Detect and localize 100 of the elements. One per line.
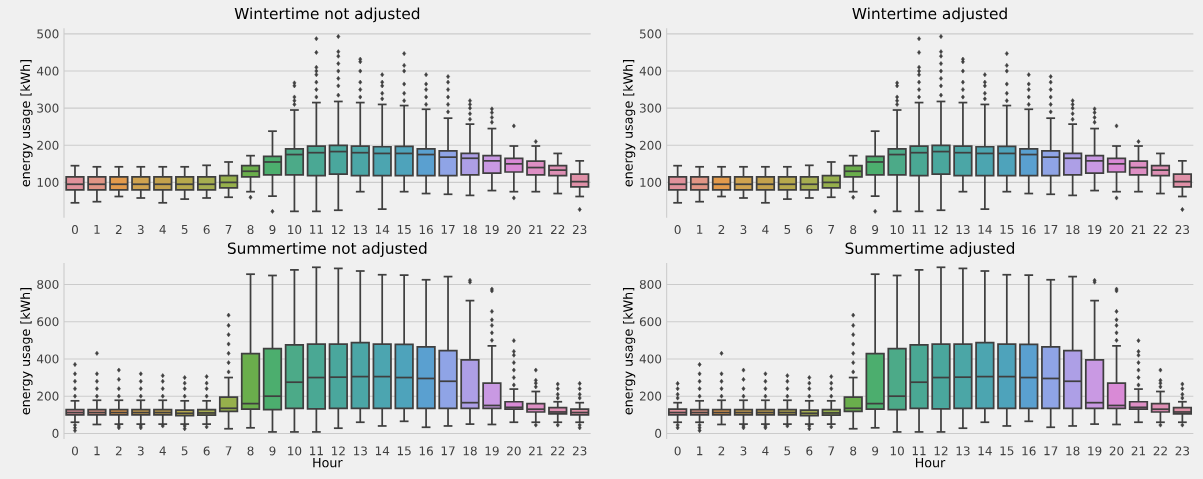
x-tick-label: 2 bbox=[115, 225, 122, 234]
x-tick-label: 19 bbox=[1088, 225, 1102, 235]
x-tick-label: 18 bbox=[463, 225, 477, 235]
y-tick-label: 500 bbox=[37, 29, 59, 39]
chart-title: Summertime not adjusted bbox=[227, 242, 427, 257]
y-axis-title: energy usage [kWh] bbox=[622, 60, 636, 187]
x-tick-label: 15 bbox=[1000, 446, 1014, 456]
x-tick-label: 5 bbox=[784, 225, 791, 234]
x-tick-label: 18 bbox=[463, 446, 477, 456]
x-tick-label: 20 bbox=[507, 225, 521, 235]
x-tick-label: 11 bbox=[912, 225, 926, 234]
y-tick-label: 200 bbox=[639, 391, 662, 401]
y-tick-label: 800 bbox=[639, 279, 662, 289]
x-tick-label: 13 bbox=[353, 225, 367, 235]
x-tick-label: 1 bbox=[94, 446, 100, 456]
chart-title: Wintertime adjusted bbox=[852, 7, 1007, 23]
x-tick-label: 14 bbox=[375, 446, 390, 456]
x-tick-label: 1 bbox=[697, 225, 703, 234]
x-tick-label: 23 bbox=[1175, 225, 1190, 235]
x-tick-label: 16 bbox=[1022, 446, 1036, 456]
y-axis-title: energy usage [kWh] bbox=[622, 288, 636, 415]
x-tick-label: 6 bbox=[203, 225, 210, 235]
x-tick-label: 17 bbox=[441, 446, 455, 456]
y-tick-label: 300 bbox=[639, 103, 662, 113]
x-tick-label: 20 bbox=[1109, 446, 1124, 456]
x-tick-label: 16 bbox=[419, 225, 433, 235]
x-tick-label: 7 bbox=[828, 225, 835, 234]
chart-title: Summertime adjusted bbox=[845, 242, 1015, 257]
x-tick-label: 4 bbox=[762, 446, 769, 456]
x-tick-label: 6 bbox=[806, 225, 813, 235]
x-tick-label: 21 bbox=[529, 225, 543, 234]
x-tick-label: 23 bbox=[1175, 446, 1190, 456]
y-axis-title: energy usage [kWh] bbox=[20, 288, 33, 415]
x-tick-label: 11 bbox=[310, 225, 323, 234]
y-tick-label: 100 bbox=[640, 177, 662, 187]
x-tick-label: 15 bbox=[1000, 225, 1014, 234]
x-tick-label: 13 bbox=[956, 225, 970, 235]
x-tick-label: 10 bbox=[890, 225, 904, 235]
x-tick-label: 19 bbox=[485, 225, 499, 235]
x-tick-label: 18 bbox=[1066, 446, 1080, 456]
x-tick-label: 6 bbox=[806, 446, 813, 456]
x-tick-label: 7 bbox=[828, 446, 835, 456]
x-tick-label: 14 bbox=[978, 446, 992, 456]
x-axis-title: Hour bbox=[313, 457, 343, 468]
x-tick-label: 0 bbox=[71, 225, 78, 235]
x-tick-label: 4 bbox=[762, 225, 769, 234]
x-tick-label: 11 bbox=[310, 446, 323, 456]
y-tick-label: 400 bbox=[639, 66, 662, 76]
x-tick-label: 17 bbox=[441, 225, 455, 234]
y-tick-label: 100 bbox=[37, 177, 59, 187]
x-tick-label: 8 bbox=[247, 225, 254, 235]
x-tick-label: 12 bbox=[934, 225, 948, 234]
x-tick-label: 15 bbox=[397, 225, 411, 234]
x-tick-label: 16 bbox=[419, 446, 433, 456]
x-tick-label: 9 bbox=[872, 446, 879, 456]
x-tick-label: 3 bbox=[137, 225, 144, 235]
y-tick-label: 400 bbox=[639, 354, 662, 364]
y-tick-label: 500 bbox=[639, 29, 662, 39]
x-tick-label: 23 bbox=[572, 225, 587, 235]
y-tick-label: 600 bbox=[37, 317, 59, 327]
x-tick-label: 10 bbox=[890, 446, 904, 456]
chart-title: Wintertime not adjusted bbox=[234, 7, 420, 23]
x-tick-label: 15 bbox=[397, 446, 411, 456]
x-tick-label: 4 bbox=[159, 225, 166, 234]
x-tick-label: 2 bbox=[115, 446, 122, 456]
x-tick-label: 21 bbox=[1131, 225, 1145, 234]
y-tick-label: 0 bbox=[52, 428, 59, 438]
x-tick-label: 1 bbox=[697, 446, 703, 456]
x-tick-label: 14 bbox=[375, 225, 390, 234]
x-tick-label: 10 bbox=[288, 446, 302, 456]
x-tick-label: 18 bbox=[1066, 225, 1080, 235]
x-tick-label: 0 bbox=[674, 446, 681, 456]
x-tick-label: 8 bbox=[850, 446, 857, 456]
x-tick-label: 19 bbox=[1088, 446, 1102, 456]
x-tick-label: 22 bbox=[551, 446, 565, 456]
y-tick-label: 600 bbox=[639, 317, 662, 327]
x-tick-label: 9 bbox=[872, 225, 879, 235]
x-tick-label: 12 bbox=[331, 225, 345, 234]
x-tick-label: 0 bbox=[674, 225, 681, 235]
x-tick-label: 21 bbox=[1131, 446, 1145, 456]
x-tick-label: 3 bbox=[137, 446, 144, 456]
y-axis-title: energy usage [kWh] bbox=[20, 60, 33, 187]
x-tick-label: 12 bbox=[934, 446, 948, 456]
y-tick-label: 200 bbox=[37, 391, 59, 401]
x-tick-label: 22 bbox=[1153, 225, 1167, 234]
x-tick-label: 19 bbox=[485, 446, 499, 456]
x-tick-label: 8 bbox=[850, 225, 857, 235]
x-tick-label: 8 bbox=[247, 446, 254, 456]
x-tick-label: 9 bbox=[269, 446, 276, 456]
x-tick-label: 13 bbox=[956, 446, 970, 456]
y-tick-label: 200 bbox=[37, 140, 59, 150]
x-tick-label: 2 bbox=[718, 225, 725, 234]
x-tick-label: 17 bbox=[1044, 225, 1058, 234]
y-tick-label: 200 bbox=[639, 140, 662, 150]
x-tick-label: 7 bbox=[225, 225, 232, 234]
x-tick-label: 21 bbox=[529, 446, 543, 456]
x-tick-label: 7 bbox=[225, 446, 232, 456]
y-tick-label: 0 bbox=[655, 428, 662, 438]
x-tick-label: 20 bbox=[1109, 225, 1124, 235]
x-tick-label: 14 bbox=[978, 225, 992, 234]
